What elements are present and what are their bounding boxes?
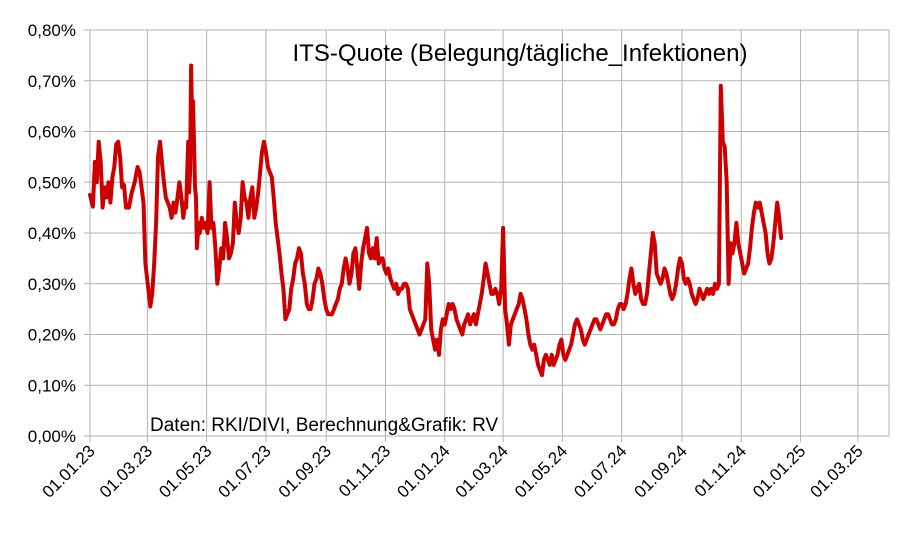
x-tick-label: 01.01.25	[749, 441, 809, 501]
y-tick-label: 0,20%	[28, 326, 76, 345]
gridlines	[89, 29, 889, 437]
plot-area-frame	[89, 29, 890, 437]
y-axis-tick-labels: 0,00% 0,10% 0,20% 0,30% 0,40% 0,50% 0,60% 0,70%…	[28, 21, 76, 446]
y-tick-label: 0,30%	[28, 275, 76, 294]
x-tick-label: 01.07.24	[570, 441, 630, 501]
chart-title: ITS-Quote (Belegung/tägliche_Infektionen…	[293, 40, 748, 67]
x-tick-label: 01.11.23	[335, 441, 394, 500]
x-tick-label: 01.05.23	[155, 441, 215, 501]
x-tick-label: 01.01.23	[39, 441, 99, 501]
y-tick-label: 0,80%	[28, 21, 76, 40]
y-tick-label: 0,40%	[28, 224, 76, 243]
x-tick-label: 01.09.23	[275, 441, 335, 501]
y-tick-label: 0,10%	[28, 376, 76, 395]
x-tick-label: 01.01.24	[393, 441, 453, 501]
x-tick-label: 01.03.24	[452, 441, 512, 501]
y-tick-label: 0,70%	[28, 72, 76, 91]
y-tick-label: 0,60%	[28, 123, 76, 142]
series-group	[88, 63, 784, 378]
y-tick-label: 0,50%	[28, 173, 76, 192]
x-tick-label: 01.03.23	[96, 441, 156, 501]
source-annotation: Daten: RKI/DIVI, Berechnung&Grafik: RV	[150, 415, 498, 436]
axes	[84, 29, 890, 442]
x-tick-label: 01.05.24	[511, 441, 571, 501]
x-tick-label: 01.11.24	[691, 441, 750, 500]
series-line-its-quote	[88, 63, 784, 378]
x-tick-label: 01.09.24	[631, 441, 691, 501]
y-tick-label: 0,00%	[28, 427, 76, 446]
x-tick-label: 01.03.25	[806, 441, 866, 501]
x-tick-label: 01.07.23	[215, 441, 275, 501]
